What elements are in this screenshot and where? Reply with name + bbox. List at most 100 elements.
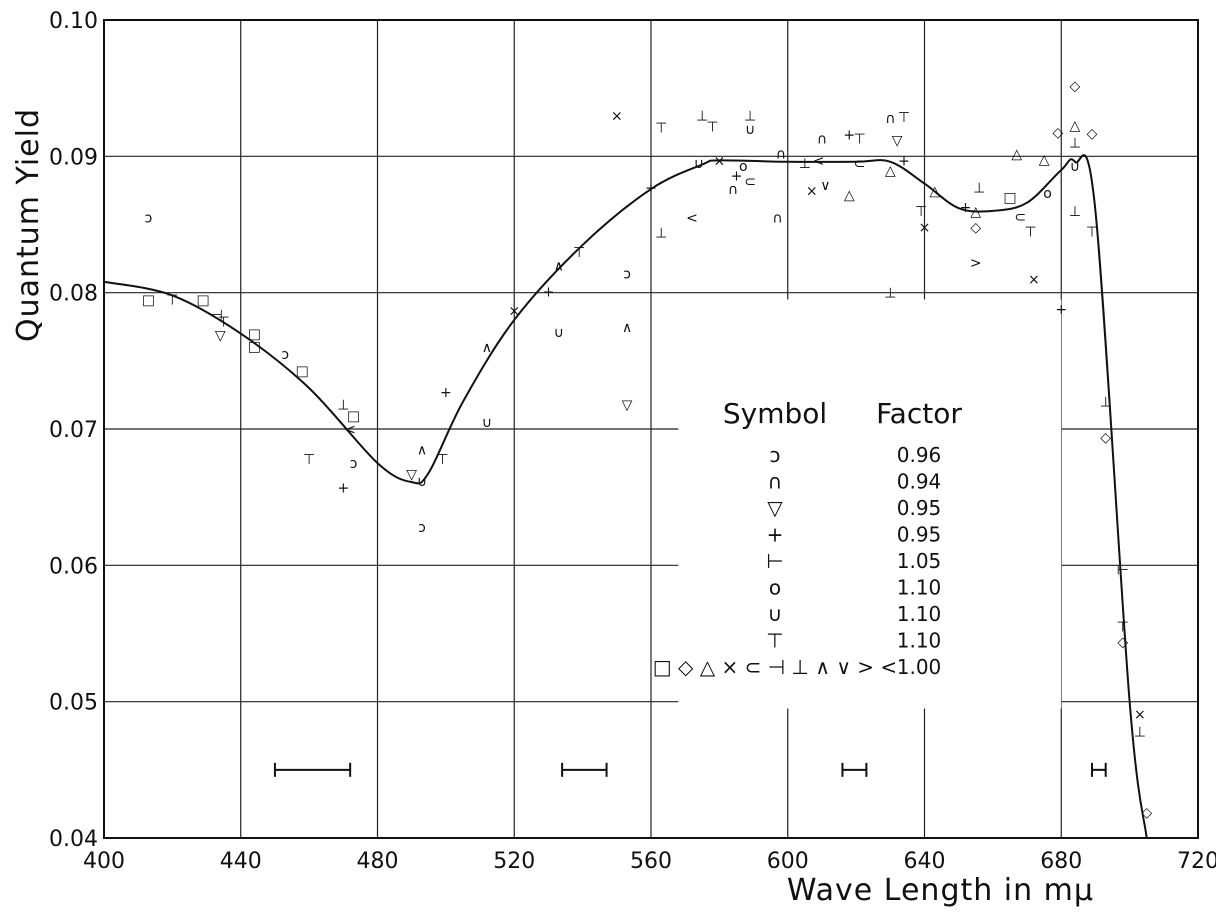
data-point: □ [248, 339, 261, 355]
legend: Symbol Factor ɔ 0.96 ∩ 0.94 ▽ 0.95 + 0.95 ⊢ 1.05 o… [653, 397, 963, 679]
data-point: ∧ [417, 442, 427, 458]
data-point: ◇ [1070, 78, 1081, 94]
data-point: ∧ [482, 340, 492, 356]
x-tick-label: 720 [1177, 849, 1216, 874]
legend-entry-symbol: o [769, 576, 781, 600]
data-point: + [731, 168, 743, 184]
data-point: × [1028, 272, 1040, 288]
y-tick-label: 0.10 [49, 9, 98, 34]
x-tick-label: 680 [1040, 849, 1082, 874]
data-point: ⊥ [1100, 395, 1112, 411]
data-point: ⊤ [1086, 224, 1098, 240]
data-point: × [611, 108, 623, 124]
data-point: ⊥ [1069, 136, 1081, 152]
y-axis-ticks: 0.04 0.05 0.06 0.07 0.08 0.09 0.10 [49, 9, 98, 852]
data-point: × [1134, 707, 1146, 723]
data-point: △ [970, 204, 981, 220]
data-point: ɔ [281, 347, 289, 363]
legend-entry-factor: 1.10 [897, 602, 942, 626]
legend-entry-factor: 1.05 [897, 549, 942, 573]
x-tick-label: 600 [767, 849, 809, 874]
data-point: □ [197, 292, 210, 308]
data-point: □ [142, 292, 155, 308]
data-point: ⊥ [1069, 204, 1081, 220]
legend-entry-factor: 1.10 [897, 576, 942, 600]
data-point: ⊤ [166, 292, 178, 308]
x-tick-label: 560 [630, 849, 672, 874]
error-bar [273, 762, 352, 777]
data-point: ɔ [418, 520, 426, 536]
x-tick-label: 480 [357, 849, 399, 874]
data-point: ▽ [892, 133, 903, 149]
data-point: △ [1011, 147, 1022, 163]
legend-rows: ɔ 0.96 ∩ 0.94 ▽ 0.95 + 0.95 ⊢ 1.05 o 1.10 ∪ 1.10 ⊤ 1.10… [653, 443, 941, 679]
fitted-curve [103, 154, 1148, 839]
error-bar [841, 762, 868, 777]
data-point: ∪ [745, 122, 755, 138]
data-point: + [543, 284, 555, 300]
data-point: ⊤ [303, 452, 315, 468]
data-point: ⊥ [696, 108, 708, 124]
data-point: □ [296, 363, 309, 379]
data-point: ⊥ [799, 156, 811, 172]
legend-entry-symbol: ⊤ [766, 629, 783, 653]
y-tick-label: 0.06 [49, 554, 98, 579]
x-tick-label: 440 [220, 849, 262, 874]
y-tick-label: 0.08 [49, 282, 98, 307]
data-point: o [1043, 186, 1052, 202]
legend-header-factor: Factor [876, 397, 962, 430]
data-point: ɔ [623, 267, 631, 283]
data-point: ⊥ [744, 108, 756, 124]
data-point: o [739, 159, 748, 175]
data-point: ∧ [622, 320, 632, 336]
data-points: ɔ□ ⊤ □⊣⊤▽ □□ɔ□⊤⊥<□ɔ+▽∧∪ɔ⊤+∪∧×+∧∪⊤×ɔ∧▽+⊤⊥∪<⊥… [142, 78, 1153, 821]
legend-entry-symbol: ɔ [770, 443, 781, 467]
x-axis-label: Wave Length in mμ [787, 873, 1094, 908]
data-point: ◇ [1141, 805, 1152, 821]
data-point: ɔ [145, 211, 153, 227]
legend-entry-symbol: ∪ [768, 602, 783, 626]
data-point: ɔ [350, 456, 358, 472]
data-point: ⊂ [1014, 209, 1026, 225]
legend-entry-symbol: ▽ [767, 496, 783, 520]
data-point: ∪ [694, 156, 704, 172]
data-point: △ [1039, 152, 1050, 168]
legend-entry-factor: 0.95 [897, 523, 942, 547]
data-point: ⊤ [1024, 224, 1036, 240]
data-point: ⊥ [973, 181, 985, 197]
data-point: ⊤ [218, 314, 230, 330]
data-point: × [806, 183, 818, 199]
data-point: ∧ [554, 258, 564, 274]
legend-entry-symbol: + [767, 523, 784, 547]
legend-entry-symbol: ∩ [768, 470, 783, 494]
y-tick-label: 0.07 [49, 418, 98, 443]
y-axis-label: Quantum Yield [11, 108, 46, 342]
data-point: ⊤ [898, 110, 910, 126]
x-tick-label: 400 [83, 849, 125, 874]
x-tick-label: 640 [904, 849, 946, 874]
data-point: ⊤ [655, 121, 667, 137]
data-point: + [645, 181, 657, 197]
data-point: ▽ [215, 328, 226, 344]
data-point: + [898, 153, 910, 169]
data-point: ∪ [482, 415, 492, 431]
data-point: ⊢ [1117, 562, 1129, 578]
legend-entry-factor: 0.96 [897, 443, 942, 467]
legend-header-symbol: Symbol [723, 397, 827, 430]
data-point: ⊤ [853, 132, 865, 148]
data-point: ⊤ [915, 204, 927, 220]
data-point: ⊥ [884, 286, 896, 302]
data-point: ◇ [1117, 635, 1128, 651]
data-point: ⊤ [436, 452, 448, 468]
data-point: ⊤ [573, 245, 585, 261]
legend-entry-symbol: □ ◇ △ × ⊂ ⊣ ⊥ ∧ ∨ > < [653, 655, 897, 679]
y-tick-label: 0.05 [49, 691, 98, 716]
data-point: ∩ [885, 111, 895, 127]
data-point: △ [1070, 118, 1081, 134]
data-point: ◇ [1052, 125, 1063, 141]
data-point: ⊣ [211, 307, 223, 323]
data-point: △ [929, 183, 940, 199]
data-point: ⊂ [854, 156, 866, 172]
y-tick-label: 0.04 [49, 827, 98, 852]
